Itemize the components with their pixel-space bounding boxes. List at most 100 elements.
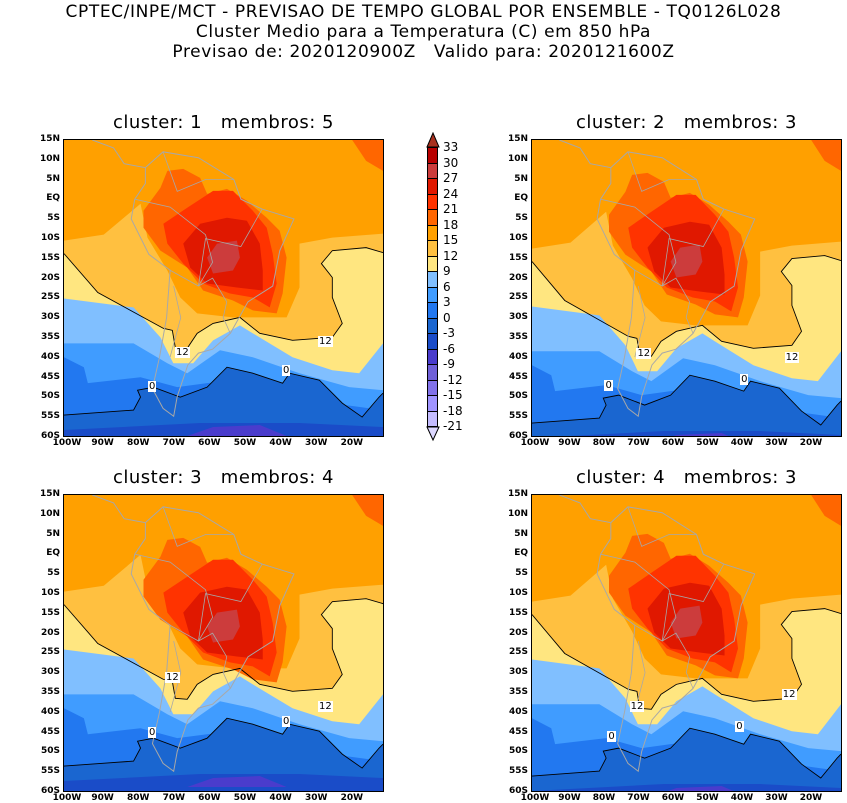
longitude-tick-label: 80W [126, 793, 150, 803]
longitude-tick-label: 40W [730, 793, 754, 803]
contour-line [64, 247, 383, 349]
colorbar-label: 33 [443, 140, 459, 154]
contour-label: 0 [735, 721, 744, 732]
country-border [661, 563, 725, 642]
colorbar-label: 27 [443, 171, 459, 185]
temperature-map-cluster-4 [531, 494, 842, 792]
longitude-tick-label: 80W [592, 438, 616, 448]
contour-label: 12 [629, 701, 645, 712]
temperature-band [64, 367, 383, 436]
panel-title: cluster: 4 membros: 3 [575, 467, 797, 488]
colorbar-label: -3 [443, 326, 455, 340]
temperature-band [207, 240, 240, 274]
latitude-tick-label: 35S [508, 687, 528, 697]
contour-label: 0 [282, 716, 291, 727]
country-border [162, 151, 234, 192]
colorbar-label: 12 [443, 248, 459, 263]
contour-label: 0 [604, 380, 613, 391]
temperature-band [352, 140, 383, 171]
temperature-band [64, 718, 383, 791]
contour-label: 0 [148, 381, 157, 392]
temperature-band [187, 776, 287, 788]
longitude-tick-label: 90W [91, 793, 114, 803]
temperature-band [532, 784, 841, 791]
panel-title: cluster: 3 membros: 4 [112, 467, 334, 488]
map-canvas [532, 495, 841, 791]
latitude-tick-label: 35S [508, 332, 528, 342]
temperature-band [187, 425, 287, 436]
latitude-tick-label: 15S [40, 607, 60, 618]
longitude-tick-label: 100W [520, 793, 550, 803]
longitude-tick-label: 70W [627, 793, 650, 803]
colorbar-label: 0 [443, 310, 451, 325]
longitude-tick-label: 80W [592, 793, 616, 803]
country-border [634, 624, 694, 689]
latitude-tick-label: 5S [515, 568, 528, 579]
temperature-band [532, 728, 841, 791]
temperature-band [670, 605, 703, 639]
temperature-band [811, 140, 841, 171]
temperature-band [811, 495, 841, 526]
colorbar-label: 18 [443, 217, 459, 232]
colorbar-under-triangle [426, 426, 440, 442]
colorbar-swatch [427, 348, 438, 365]
latitude-tick-label: 15N [507, 489, 528, 499]
longitude-tick-label: 20W [799, 438, 823, 448]
contour-label: 12 [636, 348, 652, 359]
country-border [134, 198, 214, 287]
contour-label: 0 [282, 365, 291, 376]
colorbar-swatch [427, 302, 438, 319]
latitude-tick-label: EQ [514, 548, 528, 559]
longitude-tick-label: 70W [162, 793, 186, 803]
colorbar-swatch [427, 317, 438, 334]
longitude-tick-label: 100W [520, 438, 550, 448]
longitude-tick-label: 50W [233, 438, 257, 448]
country-border [661, 208, 725, 287]
latitude-tick-label: EQ [46, 193, 60, 204]
latitude-tick-label: 30S [40, 312, 60, 323]
colorbar-label: -6 [443, 341, 455, 356]
latitude-tick-label: 5N [46, 528, 60, 539]
latitude-tick-label: 10S [40, 588, 60, 598]
latitude-tick-label: 50S [508, 391, 528, 402]
country-border [134, 553, 214, 642]
latitude-tick-label: EQ [514, 193, 528, 204]
latitude-tick-label: 25S [508, 647, 528, 658]
longitude-tick-label: 30W [304, 793, 328, 803]
longitude-tick-label: 90W [558, 793, 581, 803]
latitude-tick-label: 20S [40, 272, 60, 283]
colorbar-swatch [427, 162, 438, 179]
colorbar-label: -21 [443, 419, 463, 433]
latitude-tick-label: 15N [507, 134, 528, 144]
map-canvas [64, 495, 383, 791]
latitude-tick-label: 40S [40, 706, 60, 717]
panel-title: cluster: 2 membros: 3 [575, 112, 797, 133]
latitude-tick-label: 55S [40, 411, 60, 422]
latitude-tick-label: 30S [508, 667, 528, 678]
longitude-tick-label: 100W [52, 793, 82, 803]
colorbar-swatch [427, 255, 438, 272]
contour-line [64, 717, 383, 769]
longitude-tick-label: 100W [52, 438, 82, 448]
longitude-tick-label: 60W [198, 438, 221, 448]
latitude-tick-label: 10N [39, 153, 60, 164]
latitude-tick-label: 20S [508, 272, 528, 283]
latitude-tick-label: 20S [40, 627, 60, 638]
panel-title: cluster: 1 membros: 5 [112, 112, 334, 133]
coastline [559, 495, 756, 773]
latitude-tick-label: 40S [508, 351, 528, 362]
contour-label: 0 [607, 731, 616, 742]
latitude-tick-label: 25S [508, 292, 528, 303]
latitude-tick-label: 15N [39, 134, 60, 144]
colorbar-label: -9 [443, 357, 455, 371]
header-line-3: Previsao de: 2020120900Z Valido para: 20… [172, 42, 675, 62]
country-border [169, 269, 231, 334]
latitude-tick-label: 30S [508, 312, 528, 323]
colorbar-swatch [427, 286, 438, 303]
colorbar-label: -12 [443, 372, 463, 387]
latitude-tick-label: 15S [40, 252, 60, 263]
longitude-tick-label: 60W [661, 438, 685, 448]
latitude-tick-label: 15S [508, 607, 528, 618]
latitude-tick-label: 5S [47, 213, 60, 224]
longitude-tick-label: 60W [661, 793, 685, 803]
